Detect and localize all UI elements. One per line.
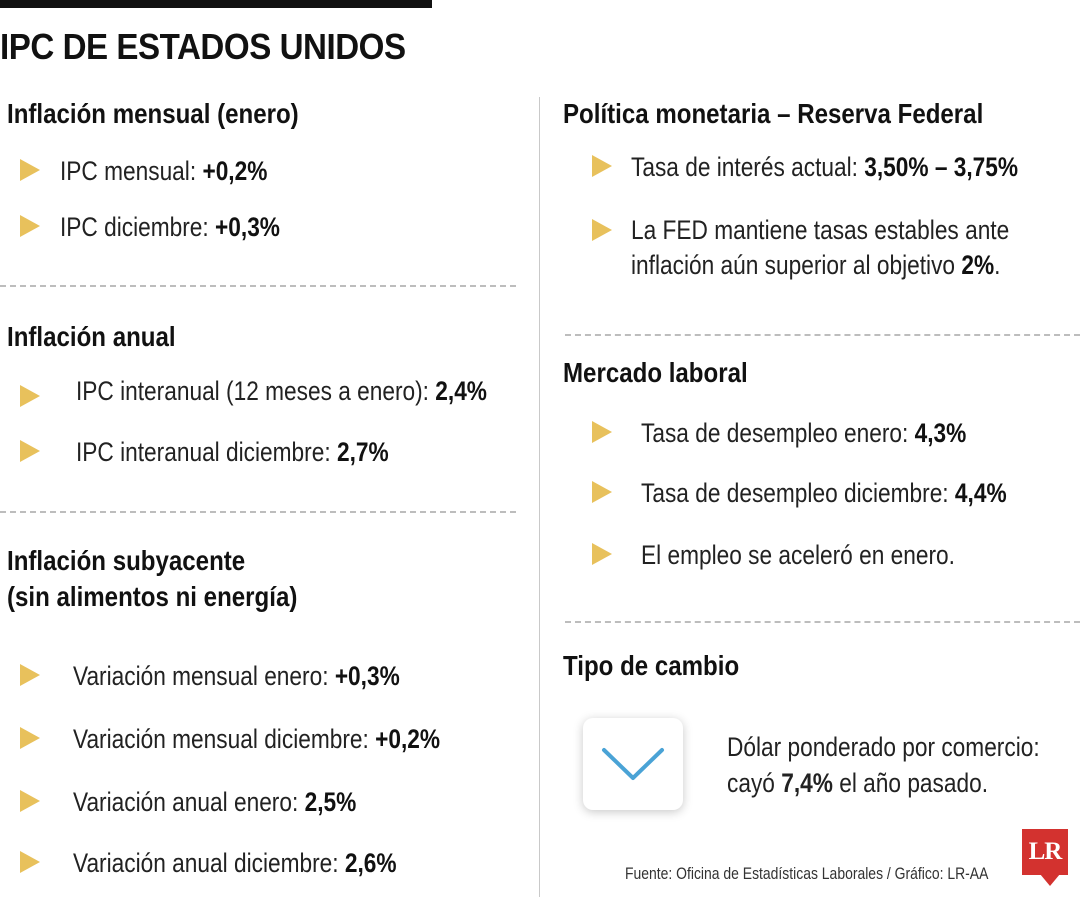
triangle-bullet-icon bbox=[20, 385, 40, 407]
triangle-bullet-icon bbox=[20, 727, 40, 749]
item-label: Tasa de desempleo enero: bbox=[641, 418, 915, 448]
chevron-down-icon bbox=[583, 718, 683, 810]
list-item: Variación mensual diciembre: +0,2% bbox=[20, 721, 510, 757]
list-item: IPC interanual (12 meses a enero): 2,4% bbox=[20, 373, 565, 409]
list-item: Tasa de desempleo enero: 4,3% bbox=[592, 415, 1028, 451]
section-divider bbox=[0, 285, 516, 287]
item-value: 2,5% bbox=[304, 787, 357, 817]
list-item: Variación mensual enero: +0,3% bbox=[20, 658, 462, 694]
triangle-bullet-icon bbox=[20, 159, 40, 181]
item-value: 3,50% – 3,75% bbox=[864, 152, 1019, 182]
item-value: +0,2% bbox=[375, 724, 441, 754]
monetary-policy-heading: Política monetaria – Reserva Federal bbox=[563, 98, 984, 129]
item-label: IPC interanual (12 meses a enero): bbox=[76, 376, 436, 406]
list-item: Tasa de interés actual: 3,50% – 3,75% bbox=[592, 149, 1080, 185]
item-label: Variación anual enero: bbox=[73, 787, 305, 817]
item-label: El empleo se aceleró en enero. bbox=[641, 540, 955, 570]
item-label: IPC interanual diciembre: bbox=[76, 437, 337, 467]
item-label: Variación mensual diciembre: bbox=[73, 724, 376, 754]
item-label: IPC diciembre: bbox=[60, 212, 216, 242]
list-item: La FED mantiene tasas estables ante infl… bbox=[592, 213, 1080, 283]
labor-market-heading: Mercado laboral bbox=[563, 357, 748, 388]
section-divider bbox=[565, 621, 1080, 623]
list-item: IPC diciembre: +0,3% bbox=[20, 209, 322, 245]
triangle-bullet-icon bbox=[592, 421, 612, 443]
fx-value: 7,4% bbox=[781, 768, 833, 798]
triangle-bullet-icon bbox=[20, 440, 40, 462]
list-item: IPC interanual diciembre: 2,7% bbox=[20, 434, 448, 470]
lr-logo-tail bbox=[1040, 874, 1060, 886]
fx-line-2: cayó bbox=[727, 768, 782, 798]
item-label: Variación anual diciembre: bbox=[73, 848, 345, 878]
page-title: IPC DE ESTADOS UNIDOS bbox=[0, 26, 406, 67]
triangle-bullet-icon bbox=[592, 543, 612, 565]
core-inflation-subheading: (sin alimentos ni energía) bbox=[7, 581, 298, 612]
column-divider bbox=[539, 97, 540, 897]
list-item: Variación anual enero: 2,5% bbox=[20, 784, 410, 820]
list-item: Variación anual diciembre: 2,6% bbox=[20, 845, 458, 881]
source-credit: Fuente: Oficina de Estadísticas Laborale… bbox=[625, 864, 989, 883]
triangle-bullet-icon bbox=[20, 664, 40, 686]
item-label: Tasa de interés actual: bbox=[631, 152, 865, 182]
exchange-rate-text: Dólar ponderado por comercio: cayó 7,4% … bbox=[727, 729, 1040, 801]
item-value: +0,3% bbox=[215, 212, 280, 242]
section-divider bbox=[0, 511, 516, 513]
triangle-bullet-icon bbox=[20, 851, 40, 873]
core-inflation-heading: Inflación subyacente bbox=[7, 545, 246, 576]
section-divider bbox=[565, 334, 1080, 336]
list-item: IPC mensual: +0,2% bbox=[20, 153, 307, 189]
item-value: 2,4% bbox=[435, 376, 487, 406]
top-rule bbox=[0, 0, 432, 8]
item-value: 2,7% bbox=[336, 437, 389, 467]
triangle-bullet-icon bbox=[592, 219, 612, 241]
note-line-2-end: . bbox=[994, 250, 1001, 280]
list-item: Tasa de desempleo diciembre: 4,4% bbox=[592, 475, 1076, 511]
item-value: +0,3% bbox=[334, 661, 400, 691]
item-label: IPC mensual: bbox=[60, 156, 203, 186]
triangle-bullet-icon bbox=[592, 155, 612, 177]
item-value: 4,3% bbox=[914, 418, 967, 448]
item-value: 2,6% bbox=[344, 848, 397, 878]
item-value: 4,4% bbox=[954, 478, 1007, 508]
triangle-bullet-icon bbox=[20, 790, 40, 812]
item-value: 2% bbox=[961, 250, 995, 280]
item-label: Variación mensual enero: bbox=[73, 661, 335, 691]
item-value: +0,2% bbox=[202, 156, 268, 186]
triangle-bullet-icon bbox=[592, 481, 612, 503]
exchange-rate-heading: Tipo de cambio bbox=[563, 650, 740, 681]
fx-line-2-end: el año pasado. bbox=[832, 768, 989, 798]
monthly-inflation-heading: Inflación mensual (enero) bbox=[7, 98, 299, 129]
triangle-bullet-icon bbox=[20, 215, 40, 237]
lr-logo: LR bbox=[1022, 829, 1068, 875]
fx-line-1: Dólar ponderado por comercio: bbox=[727, 732, 1040, 762]
note-line-2: inflación aún superior al objetivo bbox=[631, 250, 962, 280]
note-line-1: La FED mantiene tasas estables ante bbox=[631, 215, 1010, 245]
list-item: El empleo se aceleró en enero. bbox=[592, 537, 1015, 573]
annual-inflation-heading: Inflación anual bbox=[7, 321, 176, 352]
item-label: Tasa de desempleo diciembre: bbox=[641, 478, 955, 508]
